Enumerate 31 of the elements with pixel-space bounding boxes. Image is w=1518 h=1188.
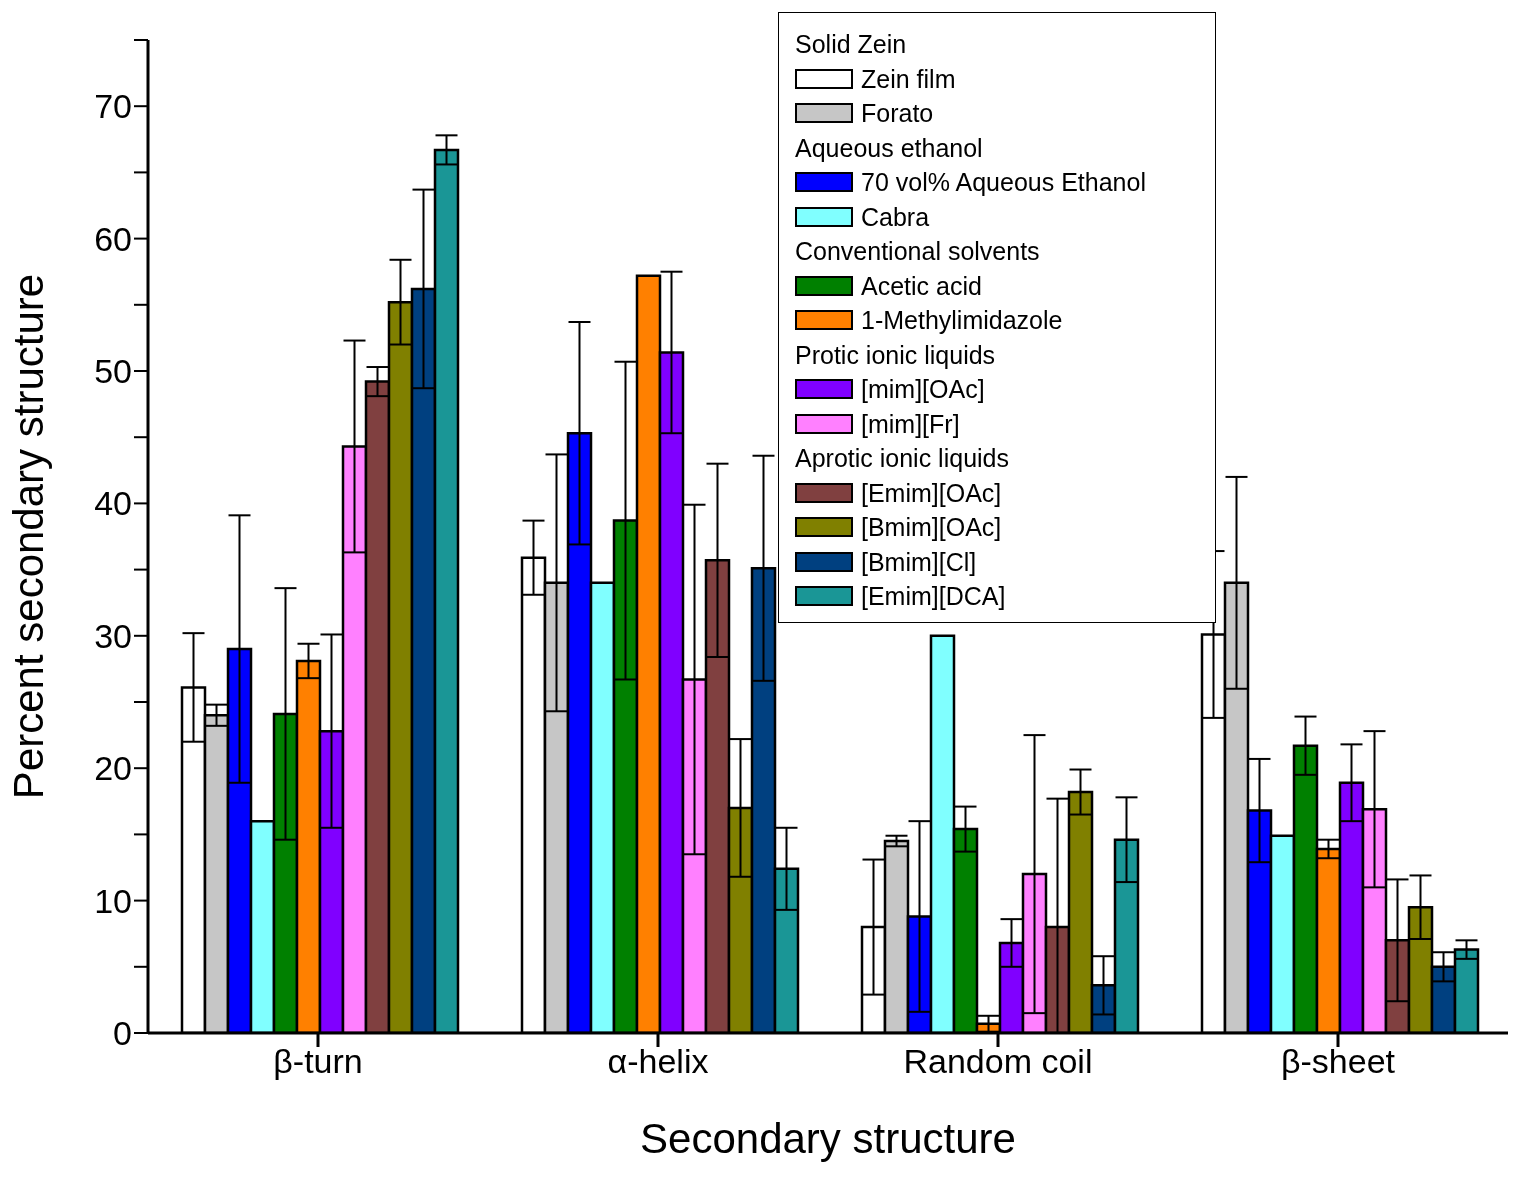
legend-label: [Bmim][OAc]	[861, 512, 1002, 544]
annotation: Protic ionic liquids	[795, 339, 997, 371]
y-tick-label: 0	[113, 1014, 132, 1053]
x-tick-label: Random coil	[903, 1042, 1093, 1081]
legend-label: [Emim][OAc]	[861, 477, 1002, 509]
x-tick-label: β-turn	[273, 1042, 363, 1081]
x-tick-label: α-helix	[607, 1042, 709, 1081]
annotation: Aprotic ionic liquids	[795, 443, 1010, 474]
y-tick-label: 10	[94, 881, 132, 920]
legend-label: [Bmim][Cl]	[861, 546, 977, 578]
y-tick-label: 30	[94, 616, 132, 655]
y-tick-label: 70	[94, 87, 132, 126]
legend-label: 1-Methylimidazole	[861, 305, 1063, 337]
legend-label: [Emim][DCA]	[861, 581, 1006, 613]
legend-label: [mim][OAc]	[861, 374, 985, 406]
annotation: Solid Zein	[795, 29, 908, 60]
y-tick-label: 50	[94, 352, 132, 391]
annotation: Aqueous ethanol	[795, 132, 984, 164]
x-axis-title: Secondary structure	[640, 1115, 1016, 1162]
legend-label: Cabra	[861, 201, 930, 233]
legend-label: Forato	[861, 98, 934, 130]
legend-label: Acetic acid	[861, 270, 982, 302]
y-tick-label: 40	[94, 484, 132, 523]
y-tick-label: 60	[94, 219, 132, 258]
legend-label: 70 vol% Aqueous Ethanol	[861, 167, 1146, 199]
y-axis-title: Percent secondary structure	[4, 273, 52, 800]
x-tick-label: β-sheet	[1280, 1042, 1396, 1081]
legend-label: Zein film	[861, 63, 956, 95]
annotation: Conventional solvents	[795, 236, 1041, 267]
legend-label: [mim][Fr]	[861, 408, 960, 440]
y-tick-label: 20	[94, 749, 132, 788]
